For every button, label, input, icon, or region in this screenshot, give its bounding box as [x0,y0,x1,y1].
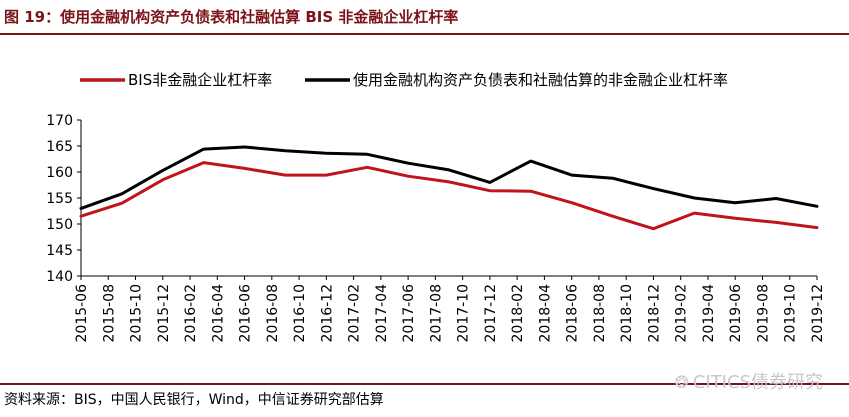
x-tick-label: 2019-08 [755,284,771,343]
legend-label: 使用金融机构资产负债表和社融估算的非金融企业杠杆率 [353,71,728,89]
source-note: 资料来源：BIS，中国人民银行，Wind，中信证券研究部估算 [4,392,384,408]
y-tick-label: 170 [46,113,73,129]
x-tick-label: 2016-10 [292,284,308,343]
x-tick-label: 2018-10 [619,284,635,343]
x-tick-label: 2019-12 [810,284,826,343]
wechat-icon: ❂ [674,373,689,393]
x-tick-label: 2015-12 [156,284,172,343]
legend-label: BIS非金融企业杠杆率 [128,71,272,89]
x-tick-label: 2019-06 [728,284,744,343]
x-tick-label: 2015-08 [101,284,117,343]
y-tick-label: 140 [46,269,73,285]
x-tick-label: 2016-02 [183,284,199,343]
x-tick-label: 2017-02 [347,284,363,343]
y-tick-label: 165 [46,139,73,155]
x-axis: 2015-06 2015-08 2015-10 2015-12 2016-02 2016-… [74,275,826,343]
x-tick-label: 2017-12 [483,284,499,343]
x-tick-label: 2017-04 [374,284,390,343]
figure-title: 图 19：使用金融机构资产负债表和社融估算 BIS 非金融企业杠杆率 [4,8,459,26]
series-line [79,145,819,210]
footer-rule [0,383,849,385]
x-tick-label: 2016-04 [210,284,226,343]
x-tick-label: 2015-06 [74,284,90,343]
x-tick-label: 2016-06 [238,284,254,343]
x-tick-label: 2019-02 [674,284,690,343]
x-tick-label: 2019-04 [701,284,717,343]
watermark-text: CITICS债券研究 [692,372,823,393]
y-axis: 140 145 150 155 160 165 170 [46,113,82,285]
x-tick-label: 2018-08 [592,284,608,343]
y-tick-label: 155 [46,191,73,207]
x-tick-label: 2017-08 [428,284,444,343]
line-chart: BIS非金融企业杠杆率 使用金融机构资产负债表和社融估算的非金融企业杠杆率 140… [46,71,826,343]
x-tick-label: 2018-12 [646,284,662,343]
title-rule [0,33,849,35]
watermark: ❂ CITICS债券研究 [675,368,823,394]
x-tick-label: 2018-02 [510,284,526,343]
x-tick-label: 2015-10 [129,284,145,343]
x-tick-label: 2017-06 [401,284,417,343]
x-tick-label: 2018-04 [537,284,553,343]
x-tick-label: 2016-08 [265,284,281,343]
series-line [79,161,819,231]
y-tick-label: 150 [46,217,73,233]
y-tick-label: 160 [46,165,73,181]
x-tick-label: 2018-06 [565,284,581,343]
x-tick-label: 2016-12 [319,284,335,343]
series-lines [79,145,819,231]
x-tick-label: 2019-10 [783,284,799,343]
y-tick-label: 145 [46,243,73,259]
x-tick-label: 2017-10 [456,284,472,343]
chart-legend: BIS非金融企业杠杆率 使用金融机构资产负债表和社融估算的非金融企业杠杆率 [80,71,728,89]
